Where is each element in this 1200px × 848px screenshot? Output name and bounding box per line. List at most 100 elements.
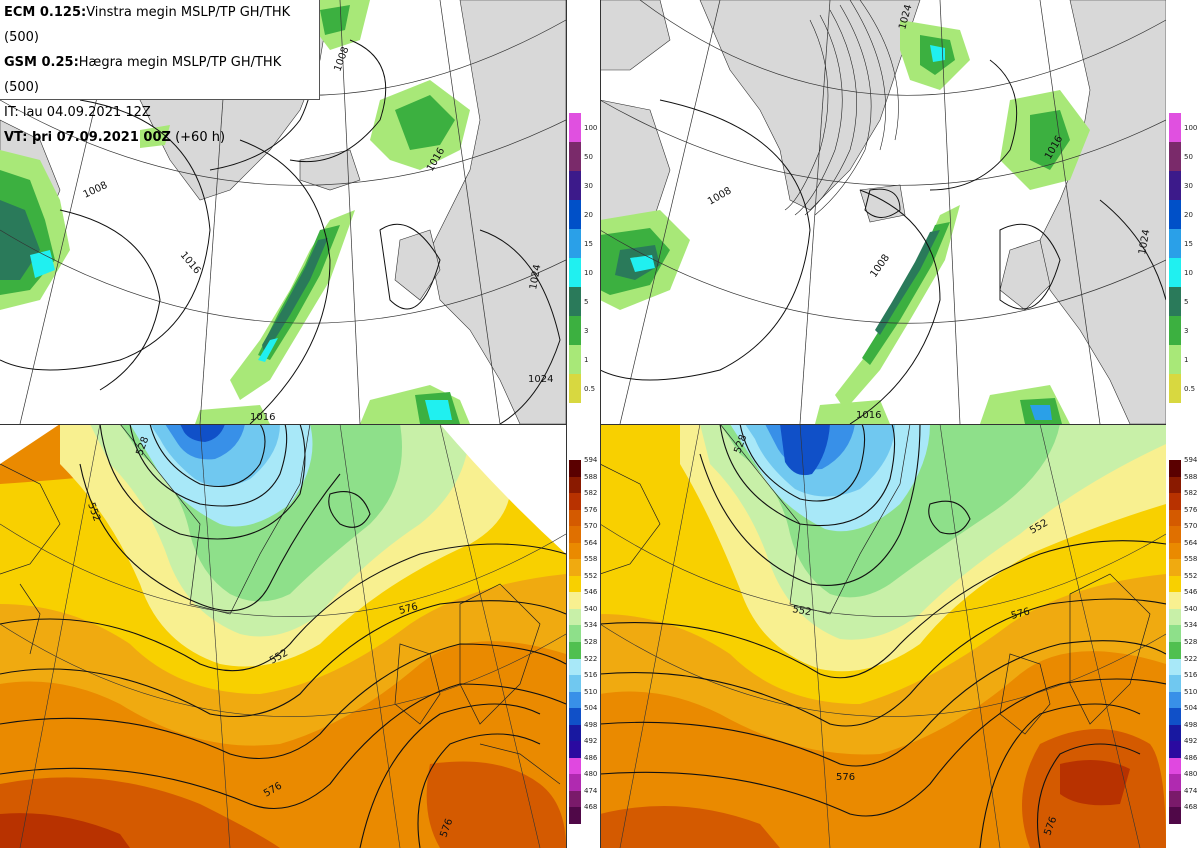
colorbar-swatch [569, 575, 581, 593]
initial-time: IT: lau 04.09.2021 12Z [4, 105, 151, 120]
ecm-500hpa-height-map: 528 552 552 576 576 576 [0, 424, 566, 848]
colorbar-swatch [1169, 741, 1181, 758]
colorbar-label: 20 [1184, 210, 1193, 219]
colorbar-label: 50 [584, 152, 593, 161]
colorbar-label: 546 [1184, 588, 1198, 597]
colorbar-label: 540 [584, 604, 598, 613]
valid-time-line: VT: þri 07.09.2021 00Z (+60 h) [4, 125, 319, 150]
height-label: 552 [791, 604, 812, 618]
colorbar-label: 0.5 [1184, 384, 1196, 393]
colorbar-swatch [1169, 142, 1181, 171]
colorbar-label: 1 [1184, 355, 1189, 364]
colorbar-swatch [1169, 724, 1181, 742]
colorbar-label: 474 [1184, 786, 1198, 795]
colorbar-swatch [569, 171, 581, 200]
colorbar-swatch [1169, 691, 1181, 709]
colorbar-swatch [1169, 509, 1181, 527]
colorbar-label: 474 [584, 786, 598, 795]
colorbar-swatch [569, 807, 581, 824]
colorbar-label: 582 [1184, 489, 1198, 498]
gsm-500hpa-height-map: 528 552 552 576 576 576 [600, 424, 1166, 848]
colorbar-swatch [1169, 774, 1181, 791]
colorbar-swatch [569, 691, 581, 709]
colorbar-label: 528 [1184, 638, 1198, 646]
forecast-info-box: ECM 0.125:Vinstra megin MSLP/TP GH/THK (… [0, 0, 320, 145]
colorbar-swatch [1169, 171, 1181, 200]
isobar-label: 1024 [1137, 229, 1152, 256]
panel-divider [0, 424, 566, 425]
colorbar-swatch [569, 658, 581, 676]
colorbar-label: 594 [1184, 456, 1198, 464]
colorbar-swatch [1169, 625, 1181, 642]
colorbar-label: 468 [1184, 803, 1198, 812]
colorbar-label: 480 [584, 770, 598, 779]
precip-colorbar-left: 100 50 30 20 15 10 5 3 1 0.5 [569, 113, 599, 403]
colorbar-swatch [569, 559, 581, 576]
colorbar-swatch [569, 200, 581, 229]
colorbar-swatch [569, 625, 581, 642]
colorbar-label: 492 [1184, 737, 1198, 746]
colorbar-swatch [1169, 559, 1181, 576]
colorbar-label: 50 [1184, 152, 1193, 161]
colorbar-swatch [569, 476, 581, 494]
colorbar-label: 1 [584, 355, 589, 364]
colorbar-label: 504 [584, 704, 598, 713]
panel-divider [600, 424, 1166, 425]
colorbar-label: 516 [584, 671, 598, 680]
colorbar-swatch [569, 790, 581, 808]
colorbar-swatch [569, 229, 581, 258]
height-colorbar-right: 594 588 582 576 570 564 558 552 546 540 534 528 522 5… [1169, 456, 1199, 824]
colorbar-label: 588 [584, 472, 598, 481]
colorbar-label: 582 [584, 489, 598, 498]
colorbar-swatch [1169, 287, 1181, 316]
colorbar-label: 486 [584, 753, 598, 762]
colorbar-swatch [1169, 374, 1181, 403]
colorbar-swatch [1169, 460, 1181, 477]
colorbar-swatch [569, 258, 581, 287]
colorbar-swatch [569, 374, 581, 403]
valid-time: VT: þri 07.09.2021 00Z [4, 130, 171, 145]
panel-divider [566, 0, 567, 848]
colorbar-label: 570 [1184, 522, 1198, 531]
isobar-label: 1016 [856, 410, 881, 421]
isobar-label: 1024 [528, 374, 553, 385]
colorbar-label: 10 [584, 268, 593, 277]
colorbar-swatch [1169, 675, 1181, 692]
colorbar-swatch [1169, 316, 1181, 345]
colorbar-label: 504 [1184, 704, 1198, 713]
colorbar-swatch [569, 741, 581, 758]
height-label: 576 [398, 601, 419, 617]
colorbar-swatch [1169, 200, 1181, 229]
colorbar-label: 534 [1184, 621, 1198, 630]
colorbar-label: 510 [1184, 687, 1198, 696]
colorbar-swatch [569, 592, 581, 609]
model-name-ecm: ECM 0.125: [4, 5, 87, 20]
colorbar-swatch [1169, 592, 1181, 609]
colorbar-swatch [569, 287, 581, 316]
colorbar-swatch [1169, 113, 1181, 142]
colorbar-swatch [1169, 345, 1181, 374]
height-label: 576 [836, 772, 855, 783]
colorbar-label: 15 [584, 239, 593, 248]
colorbar-label: 558 [1184, 555, 1198, 564]
colorbar-label: 498 [1184, 720, 1198, 729]
colorbar-swatch [569, 542, 581, 560]
colorbar-label: 576 [1184, 505, 1198, 514]
colorbar-swatch [569, 142, 581, 171]
colorbar-swatch [1169, 642, 1181, 659]
model-name-gsm: GSM 0.25: [4, 55, 79, 70]
colorbar-swatch [1169, 493, 1181, 510]
isobar-label: 1016 [250, 412, 275, 423]
colorbar-swatch [1169, 658, 1181, 676]
model-line-gsm: GSM 0.25:Hægra megin MSLP/TP GH/THK (500… [4, 50, 319, 100]
colorbar-label: 576 [584, 505, 598, 514]
colorbar-label: 3 [1184, 326, 1189, 335]
colorbar-label: 594 [584, 456, 598, 464]
colorbar-swatch [1169, 542, 1181, 560]
height-label: 576 [1010, 606, 1031, 622]
precip-colorbar-right: 100 50 30 20 15 10 5 3 1 0.5 [1169, 113, 1199, 403]
colorbar-label: 486 [1184, 753, 1198, 762]
colorbar-label: 558 [584, 555, 598, 564]
colorbar-swatch [1169, 807, 1181, 824]
colorbar-swatch [1169, 526, 1181, 543]
